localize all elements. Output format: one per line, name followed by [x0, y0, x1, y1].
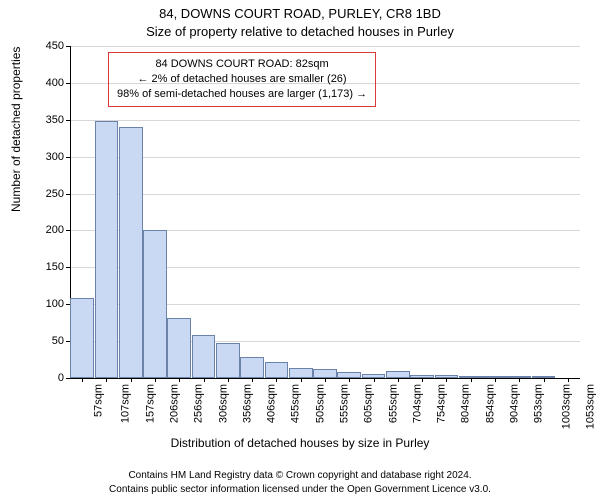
x-tick-label: 804sqm	[460, 384, 472, 423]
x-tick-mark	[106, 378, 107, 382]
x-tick-label: 157sqm	[144, 384, 156, 423]
y-tick-label: 150	[46, 261, 64, 273]
x-tick-label: 57sqm	[93, 384, 105, 417]
y-tick-label: 100	[46, 298, 64, 310]
annotation-line: 84 DOWNS COURT ROAD: 82sqm	[117, 57, 367, 72]
gridline	[70, 157, 580, 158]
x-tick-mark	[179, 378, 180, 382]
x-tick-mark	[155, 378, 156, 382]
annotation-box: 84 DOWNS COURT ROAD: 82sqm← 2% of detach…	[108, 52, 376, 107]
x-tick-label: 356sqm	[241, 384, 253, 423]
chart-title-line1: 84, DOWNS COURT ROAD, PURLEY, CR8 1BD	[0, 6, 600, 21]
x-tick-mark	[398, 378, 399, 382]
histogram-bar	[265, 362, 289, 378]
x-tick-label: 953sqm	[533, 384, 545, 423]
x-tick-mark	[349, 378, 350, 382]
y-tick-label: 350	[46, 114, 64, 126]
y-tick-label: 250	[46, 188, 64, 200]
histogram-bar	[119, 127, 143, 378]
x-tick-label: 107sqm	[120, 384, 132, 423]
x-tick-label: 306sqm	[217, 384, 229, 423]
x-tick-label: 655sqm	[387, 384, 399, 423]
histogram-bar	[95, 121, 119, 378]
histogram-bar	[70, 298, 94, 378]
footer-line1: Contains HM Land Registry data © Crown c…	[0, 469, 600, 482]
y-tick-label: 300	[46, 151, 64, 163]
gridline	[70, 194, 580, 195]
annotation-line: ← 2% of detached houses are smaller (26)	[117, 72, 367, 87]
y-axis-label: Number of detached properties	[9, 47, 23, 212]
histogram-bar	[289, 368, 313, 378]
x-tick-mark	[204, 378, 205, 382]
x-tick-label: 704sqm	[411, 384, 423, 423]
x-tick-mark	[422, 378, 423, 382]
x-tick-label: 754sqm	[436, 384, 448, 423]
histogram-bar	[240, 357, 264, 378]
x-tick-mark	[544, 378, 545, 382]
x-tick-label: 455sqm	[290, 384, 302, 423]
y-tick-label: 0	[58, 372, 64, 384]
histogram-bar	[192, 335, 216, 378]
y-tick-label: 50	[52, 335, 64, 347]
x-tick-mark	[374, 378, 375, 382]
x-tick-mark	[82, 378, 83, 382]
histogram-bar	[386, 371, 410, 378]
x-tick-mark	[325, 378, 326, 382]
y-tick-label: 200	[46, 224, 64, 236]
x-tick-mark	[446, 378, 447, 382]
x-tick-mark	[276, 378, 277, 382]
histogram-bar	[143, 230, 167, 378]
footer-line2: Contains public sector information licen…	[0, 483, 600, 496]
annotation-line: 98% of semi-detached houses are larger (…	[117, 87, 367, 102]
x-tick-mark	[131, 378, 132, 382]
chart-title-line2: Size of property relative to detached ho…	[0, 24, 600, 39]
chart-container: 84, DOWNS COURT ROAD, PURLEY, CR8 1BD Si…	[0, 0, 600, 500]
x-tick-mark	[252, 378, 253, 382]
x-tick-label: 1053sqm	[584, 384, 596, 429]
x-tick-label: 206sqm	[169, 384, 181, 423]
x-axis-label: Distribution of detached houses by size …	[0, 436, 600, 450]
histogram-bar	[167, 318, 191, 378]
x-tick-label: 904sqm	[509, 384, 521, 423]
x-tick-mark	[471, 378, 472, 382]
x-tick-mark	[568, 378, 569, 382]
x-tick-mark	[301, 378, 302, 382]
histogram-bar	[216, 343, 240, 378]
x-tick-mark	[495, 378, 496, 382]
x-tick-label: 605sqm	[363, 384, 375, 423]
y-tick-label: 450	[46, 40, 64, 52]
x-tick-label: 505sqm	[314, 384, 326, 423]
y-tick-label: 400	[46, 77, 64, 89]
x-tick-label: 406sqm	[266, 384, 278, 423]
gridline	[70, 120, 580, 121]
x-tick-mark	[519, 378, 520, 382]
gridline	[70, 46, 580, 47]
histogram-bar	[313, 369, 337, 378]
x-tick-mark	[228, 378, 229, 382]
x-tick-label: 256sqm	[193, 384, 205, 423]
x-tick-label: 1003sqm	[560, 384, 572, 429]
x-tick-label: 854sqm	[484, 384, 496, 423]
x-tick-label: 555sqm	[339, 384, 351, 423]
plot-area: 05010015020025030035040045057sqm107sqm15…	[70, 46, 580, 378]
